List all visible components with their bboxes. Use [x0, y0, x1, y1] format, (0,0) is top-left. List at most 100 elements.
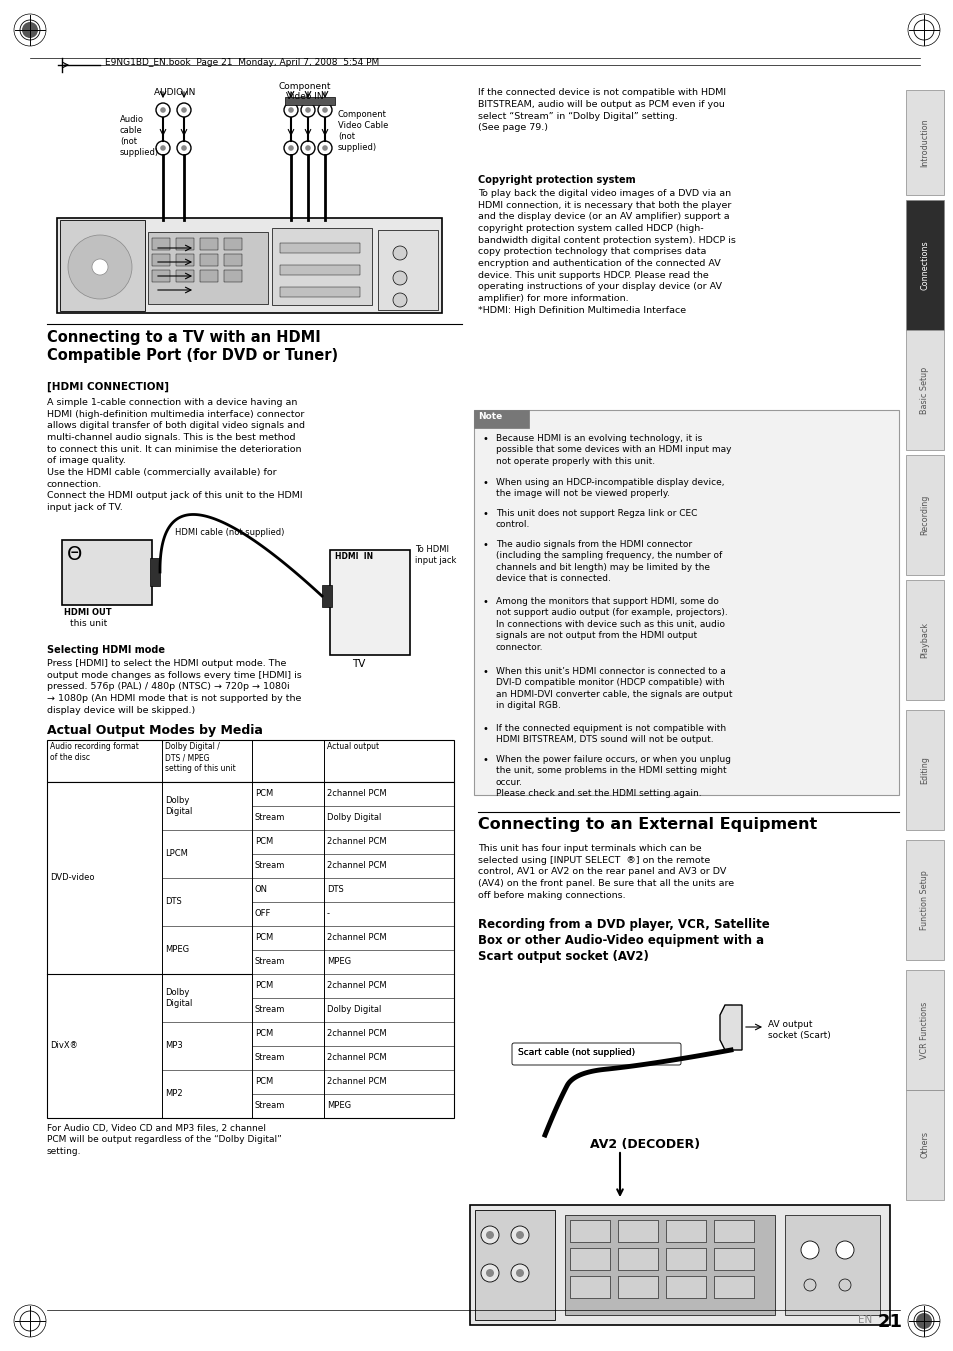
Text: PCM: PCM [254, 838, 273, 847]
Text: Note: Note [477, 412, 501, 422]
Bar [905, 840, 943, 961]
Text: •: • [482, 434, 488, 444]
Text: [HDMI CONNECTION]: [HDMI CONNECTION] [47, 382, 169, 392]
Text: If the connected device is not compatible with HDMI
BITSTREAM, audio will be out: If the connected device is not compatibl… [477, 88, 725, 132]
Bar [285, 97, 335, 105]
Circle shape [838, 1279, 850, 1292]
Bar [618, 1220, 658, 1242]
Bar [569, 1220, 609, 1242]
Text: Actual output: Actual output [327, 742, 378, 751]
Text: MPEG: MPEG [165, 946, 189, 955]
Bar [905, 91, 943, 195]
Text: Dolby
Digital: Dolby Digital [165, 989, 193, 1008]
Text: Among the monitors that support HDMI, some do
not support audio output (for exam: Among the monitors that support HDMI, so… [496, 597, 727, 651]
Bar [280, 286, 359, 297]
Bar [618, 1275, 658, 1298]
Circle shape [393, 246, 407, 259]
Circle shape [516, 1269, 523, 1277]
Text: TV: TV [352, 659, 365, 669]
Bar [474, 409, 529, 428]
Bar [62, 540, 152, 605]
Bar [905, 970, 943, 1090]
Text: EN: EN [857, 1315, 871, 1325]
Bar [200, 238, 218, 250]
Text: Copyright protection system: Copyright protection system [477, 176, 635, 185]
Bar [148, 232, 268, 304]
Bar [175, 238, 193, 250]
Circle shape [288, 145, 294, 151]
Text: Connecting to a TV with an HDMI
Compatible Port (for DVD or Tuner): Connecting to a TV with an HDMI Compatib… [47, 330, 337, 363]
Bar [564, 1215, 774, 1315]
Text: •: • [482, 597, 488, 607]
Text: DTS: DTS [165, 897, 182, 907]
Text: Component
Video IN: Component Video IN [278, 82, 331, 101]
Text: 2channel PCM: 2channel PCM [327, 1029, 386, 1039]
Bar [224, 270, 242, 282]
Text: VCR Functions: VCR Functions [920, 1001, 928, 1059]
Bar [665, 1248, 705, 1270]
Text: Stream: Stream [254, 862, 285, 870]
Text: DTS: DTS [327, 885, 343, 894]
Text: •: • [482, 755, 488, 765]
Text: 2channel PCM: 2channel PCM [327, 934, 386, 943]
Text: PCM: PCM [254, 981, 273, 990]
Bar [280, 243, 359, 253]
Bar [618, 1248, 658, 1270]
Text: Dolby Digital: Dolby Digital [327, 1005, 381, 1015]
Text: Audio
cable
(not
supplied): Audio cable (not supplied) [120, 115, 159, 157]
Bar [322, 585, 332, 607]
Bar [569, 1248, 609, 1270]
Circle shape [288, 107, 294, 112]
Text: Recording from a DVD player, VCR, Satellite
Box or other Audio-Video equipment w: Recording from a DVD player, VCR, Satell… [477, 917, 769, 963]
Bar [200, 254, 218, 266]
Bar [905, 1090, 943, 1200]
Text: Function Setup: Function Setup [920, 870, 928, 929]
Text: HDMI OUT: HDMI OUT [64, 608, 112, 617]
Text: LPCM: LPCM [165, 850, 188, 858]
Text: -: - [327, 909, 330, 919]
Text: Component
Video Cable
(not
supplied): Component Video Cable (not supplied) [337, 109, 388, 153]
Circle shape [160, 145, 166, 151]
Text: OFF: OFF [254, 909, 271, 919]
Text: PCM: PCM [254, 1078, 273, 1086]
Circle shape [177, 103, 191, 118]
Bar [470, 1205, 889, 1325]
Circle shape [91, 259, 108, 276]
Text: Dolby Digital: Dolby Digital [327, 813, 381, 823]
Bar [713, 1275, 753, 1298]
Text: Editing: Editing [920, 757, 928, 784]
Text: Introduction: Introduction [920, 118, 928, 166]
Text: MP2: MP2 [165, 1089, 182, 1098]
Text: Recording: Recording [920, 494, 928, 535]
FancyBboxPatch shape [512, 1043, 680, 1065]
Text: 2channel PCM: 2channel PCM [327, 862, 386, 870]
Text: Stream: Stream [254, 1101, 285, 1111]
Text: Stream: Stream [254, 1005, 285, 1015]
Circle shape [156, 103, 170, 118]
Bar [60, 220, 145, 311]
Text: this unit: this unit [70, 619, 107, 628]
Text: •: • [482, 667, 488, 677]
Text: Connecting to an External Equipment: Connecting to an External Equipment [477, 817, 817, 832]
Circle shape [181, 145, 187, 151]
Bar [474, 409, 898, 794]
Circle shape [181, 107, 187, 112]
Text: •: • [482, 509, 488, 519]
Circle shape [835, 1242, 853, 1259]
Circle shape [485, 1231, 494, 1239]
Text: Dolby
Digital: Dolby Digital [165, 796, 193, 816]
Text: The audio signals from the HDMI connector
(including the sampling frequency, the: The audio signals from the HDMI connecto… [496, 540, 721, 584]
Bar [475, 1210, 555, 1320]
Circle shape [284, 141, 297, 155]
Text: AV output
socket (Scart): AV output socket (Scart) [767, 1020, 830, 1040]
Circle shape [301, 141, 314, 155]
Text: HDMI cable (not supplied): HDMI cable (not supplied) [175, 528, 284, 536]
Text: E9NG1BD_EN.book  Page 21  Monday, April 7, 2008  5:54 PM: E9NG1BD_EN.book Page 21 Monday, April 7,… [105, 58, 379, 68]
Text: Dolby Digital /
DTS / MPEG
setting of this unit: Dolby Digital / DTS / MPEG setting of th… [165, 742, 235, 773]
Bar [152, 238, 170, 250]
Text: DivX®: DivX® [50, 1042, 78, 1051]
Text: Θ: Θ [67, 544, 82, 563]
Text: When this unit’s HDMI connector is connected to a
DVI-D compatible monitor (HDCP: When this unit’s HDMI connector is conne… [496, 667, 732, 711]
Bar [905, 330, 943, 450]
Text: This unit does not support Regza link or CEC
control.: This unit does not support Regza link or… [496, 509, 697, 530]
